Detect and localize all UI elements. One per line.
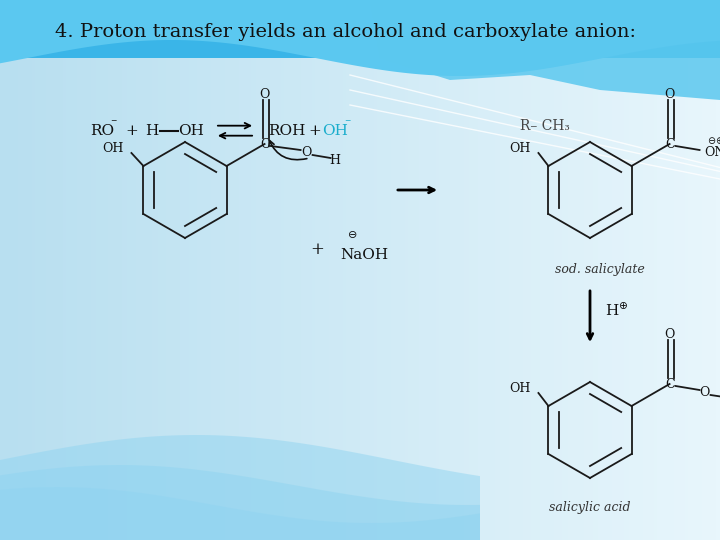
Text: O: O (259, 87, 270, 100)
Text: O: O (699, 386, 710, 399)
Text: OH: OH (510, 141, 531, 154)
Text: H$^{\oplus}$: H$^{\oplus}$ (605, 301, 629, 319)
Text: +: + (125, 124, 138, 138)
Text: +: + (308, 124, 320, 138)
Text: O: O (665, 327, 675, 341)
Text: $\oplus$: $\oplus$ (714, 134, 720, 145)
Text: NaOH: NaOH (340, 248, 388, 262)
Text: $^{-}$: $^{-}$ (344, 119, 352, 129)
Text: OH: OH (103, 141, 124, 154)
Text: H: H (145, 124, 158, 138)
Text: ONa: ONa (705, 145, 720, 159)
Polygon shape (0, 487, 480, 540)
Text: +: + (310, 241, 324, 259)
Polygon shape (0, 435, 480, 540)
Text: O: O (665, 87, 675, 100)
Text: 4. Proton transfer yields an alcohol and carboxylate anion:: 4. Proton transfer yields an alcohol and… (55, 23, 636, 41)
Text: OH: OH (510, 381, 531, 395)
Polygon shape (0, 465, 480, 540)
Text: R– CH₃: R– CH₃ (520, 119, 570, 133)
Text: ROH: ROH (268, 124, 305, 138)
Text: OH: OH (322, 124, 348, 138)
Text: C: C (665, 377, 675, 390)
Text: O: O (302, 145, 312, 159)
Bar (0, 0, 720, 58)
Text: H: H (329, 153, 340, 166)
Text: $\ominus$: $\ominus$ (706, 134, 716, 145)
Text: C: C (260, 138, 269, 151)
Text: RO: RO (90, 124, 114, 138)
Text: salicylic acid: salicylic acid (549, 502, 631, 515)
Text: C: C (665, 138, 675, 151)
Polygon shape (370, 0, 720, 100)
Text: $\ominus$: $\ominus$ (347, 230, 357, 240)
Text: $^{-}$: $^{-}$ (110, 119, 118, 129)
Text: OH: OH (178, 124, 204, 138)
Text: sod. salicylate: sod. salicylate (555, 264, 645, 276)
Polygon shape (0, 0, 720, 76)
